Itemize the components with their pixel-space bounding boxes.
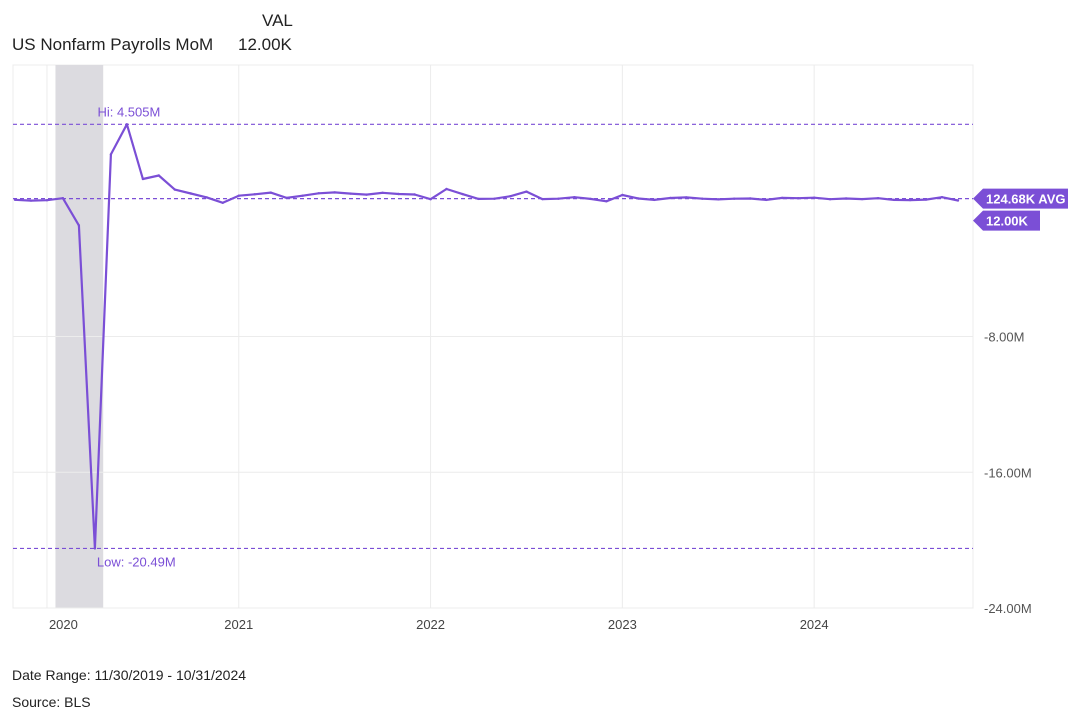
data-point: [237, 194, 240, 197]
data-point: [956, 199, 960, 202]
data-point: [733, 197, 736, 200]
data-point: [797, 197, 800, 200]
legend-series-value: 12.00K: [238, 35, 292, 54]
data-point: [285, 196, 288, 200]
data-point: [141, 177, 145, 181]
legend-header: VAL: [262, 11, 293, 30]
data-point: [333, 191, 336, 194]
average-value-tag: 124.68K AVG: [973, 188, 1068, 209]
data-point: [924, 198, 928, 201]
data-point: [397, 192, 400, 196]
data-point: [29, 199, 33, 202]
data-point: [221, 201, 224, 204]
last-value-tag-shape: [973, 210, 1040, 231]
data-point: [125, 123, 129, 126]
average-value-tag-text: 124.68K AVG: [986, 192, 1066, 207]
data-point: [685, 196, 688, 199]
data-point: [765, 198, 768, 202]
low-annotation: Low: -20.49M: [97, 554, 176, 569]
last-value-tag-text: 12.00K: [986, 214, 1029, 229]
x-tick-label: 2024: [800, 617, 829, 632]
data-point: [908, 198, 912, 202]
data-point: [892, 198, 896, 202]
data-point: [381, 191, 384, 194]
data-point: [541, 197, 544, 201]
average-value-tag-shape: [973, 188, 1068, 209]
last-value-tag: 12.00K: [973, 210, 1040, 231]
data-point: [77, 224, 81, 227]
data-point: [701, 197, 704, 200]
x-tick-label: 2022: [416, 617, 445, 632]
data-point: [557, 197, 560, 200]
legend-series-name[interactable]: US Nonfarm Payrolls MoM: [12, 35, 214, 54]
source-note: Source: BLS: [12, 694, 91, 710]
data-point: [621, 193, 624, 197]
data-point: [828, 198, 832, 201]
data-point: [445, 187, 448, 191]
data-point: [669, 196, 672, 200]
data-point: [349, 192, 352, 195]
data-point: [413, 193, 416, 196]
data-point: [781, 196, 784, 200]
data-point: [253, 193, 256, 196]
data-point: [876, 197, 880, 200]
data-point: [605, 200, 608, 203]
data-point: [940, 196, 944, 199]
data-point: [13, 198, 17, 201]
data-point: [844, 197, 848, 200]
data-point: [749, 197, 752, 200]
data-point: [429, 198, 432, 201]
data-point: [461, 192, 464, 196]
data-point: [637, 197, 640, 200]
data-point: [365, 193, 368, 196]
data-point: [509, 195, 512, 198]
data-point: [317, 192, 320, 195]
data-point: [61, 197, 65, 200]
data-point: [653, 198, 656, 202]
series-line: [14, 123, 959, 550]
payrolls-chart[interactable]: 2020 2021 2022 2023 2024 -8.00M -16.00M -24.00M…: [0, 0, 1080, 660]
data-point: [45, 199, 49, 202]
date-range: Date Range: 11/30/2019 - 10/31/2024: [12, 667, 247, 683]
y-tick-label: -16.00M: [984, 465, 1032, 480]
data-point: [157, 174, 160, 177]
x-tick-label: 2021: [224, 617, 253, 632]
y-tick-label: -24.00M: [984, 601, 1032, 616]
x-tick-label: 2023: [608, 617, 637, 632]
data-point: [493, 197, 496, 200]
data-point: [860, 197, 864, 201]
data-point: [717, 198, 720, 201]
high-annotation: Hi: 4.505M: [97, 104, 160, 119]
data-point: [813, 196, 816, 199]
data-point: [525, 190, 528, 193]
data-point: [269, 191, 272, 194]
data-point: [589, 197, 592, 201]
data-point: [93, 547, 97, 550]
data-point: [477, 197, 480, 201]
data-point: [189, 192, 192, 195]
data-point: [573, 196, 576, 199]
y-tick-label: -8.00M: [984, 330, 1024, 345]
data-point: [205, 196, 208, 199]
data-point: [173, 188, 176, 191]
data-point: [301, 194, 304, 197]
data-point: [109, 153, 113, 156]
series-points: [13, 123, 960, 550]
x-tick-label: 2020: [49, 617, 78, 632]
